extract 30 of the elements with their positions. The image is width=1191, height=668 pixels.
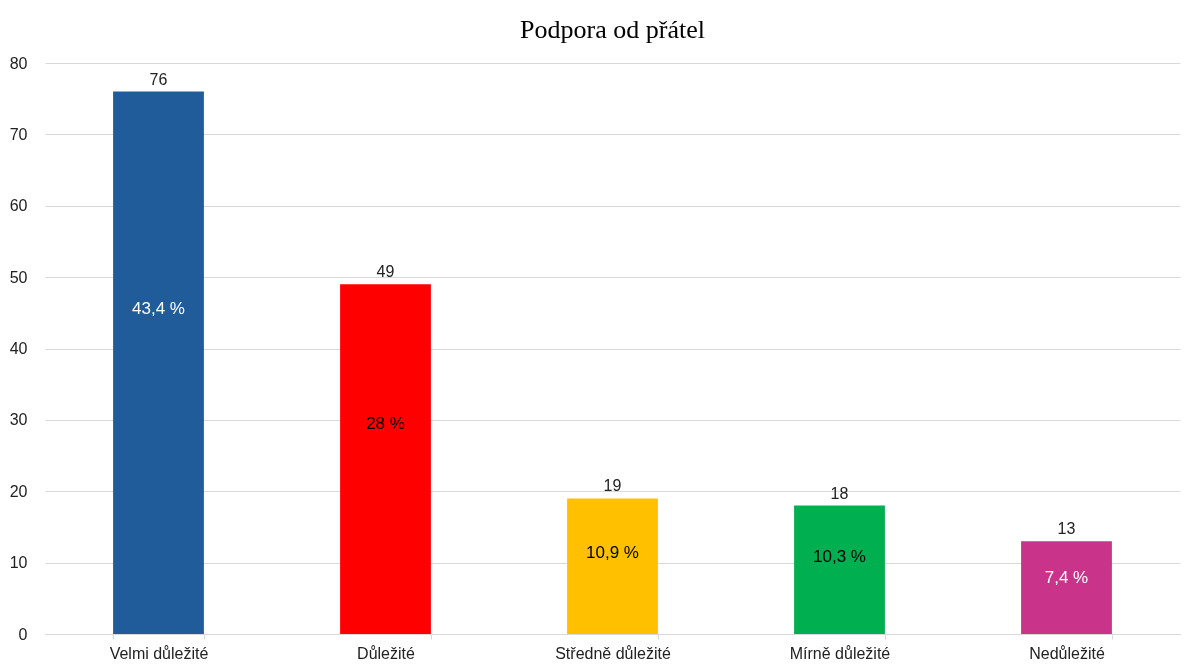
- y-tick-label: 10: [9, 554, 28, 572]
- bar: [113, 91, 204, 634]
- bar: [340, 284, 431, 634]
- x-tick-label: Středně důležité: [555, 644, 671, 662]
- x-tick-label: Mírně důležité: [789, 644, 891, 662]
- y-tick-label: 0: [18, 625, 28, 643]
- y-tick-label: 40: [9, 340, 28, 357]
- data-label: 13: [1057, 520, 1076, 538]
- x-tick-label: Velmi důležité: [109, 644, 209, 662]
- bar: [567, 498, 658, 634]
- annotation: 10,3 %: [813, 546, 866, 566]
- annotation: 43,4 %: [132, 298, 185, 318]
- y-tick-label: 20: [9, 482, 28, 500]
- bar: [1021, 541, 1112, 634]
- y-tick-label: 70: [9, 125, 28, 143]
- y-tick-label: 60: [9, 197, 28, 215]
- y-tick-label: 50: [9, 268, 28, 286]
- x-tick-label: Důležité: [357, 644, 415, 662]
- y-tick-label: 30: [9, 411, 28, 429]
- annotation: 10,9 %: [586, 542, 639, 562]
- chart-title: Podpora od přátel: [520, 15, 705, 44]
- annotation: 7,4 %: [1044, 568, 1089, 588]
- data-label: 19: [603, 477, 622, 495]
- data-label: 49: [376, 263, 395, 281]
- y-tick-label: 80: [9, 54, 28, 72]
- x-tick-label: Nedůležité: [1029, 644, 1105, 662]
- data-label: 18: [830, 484, 849, 502]
- data-label: 76: [149, 70, 168, 88]
- annotation: 28 %: [366, 414, 405, 434]
- bar: [794, 505, 885, 634]
